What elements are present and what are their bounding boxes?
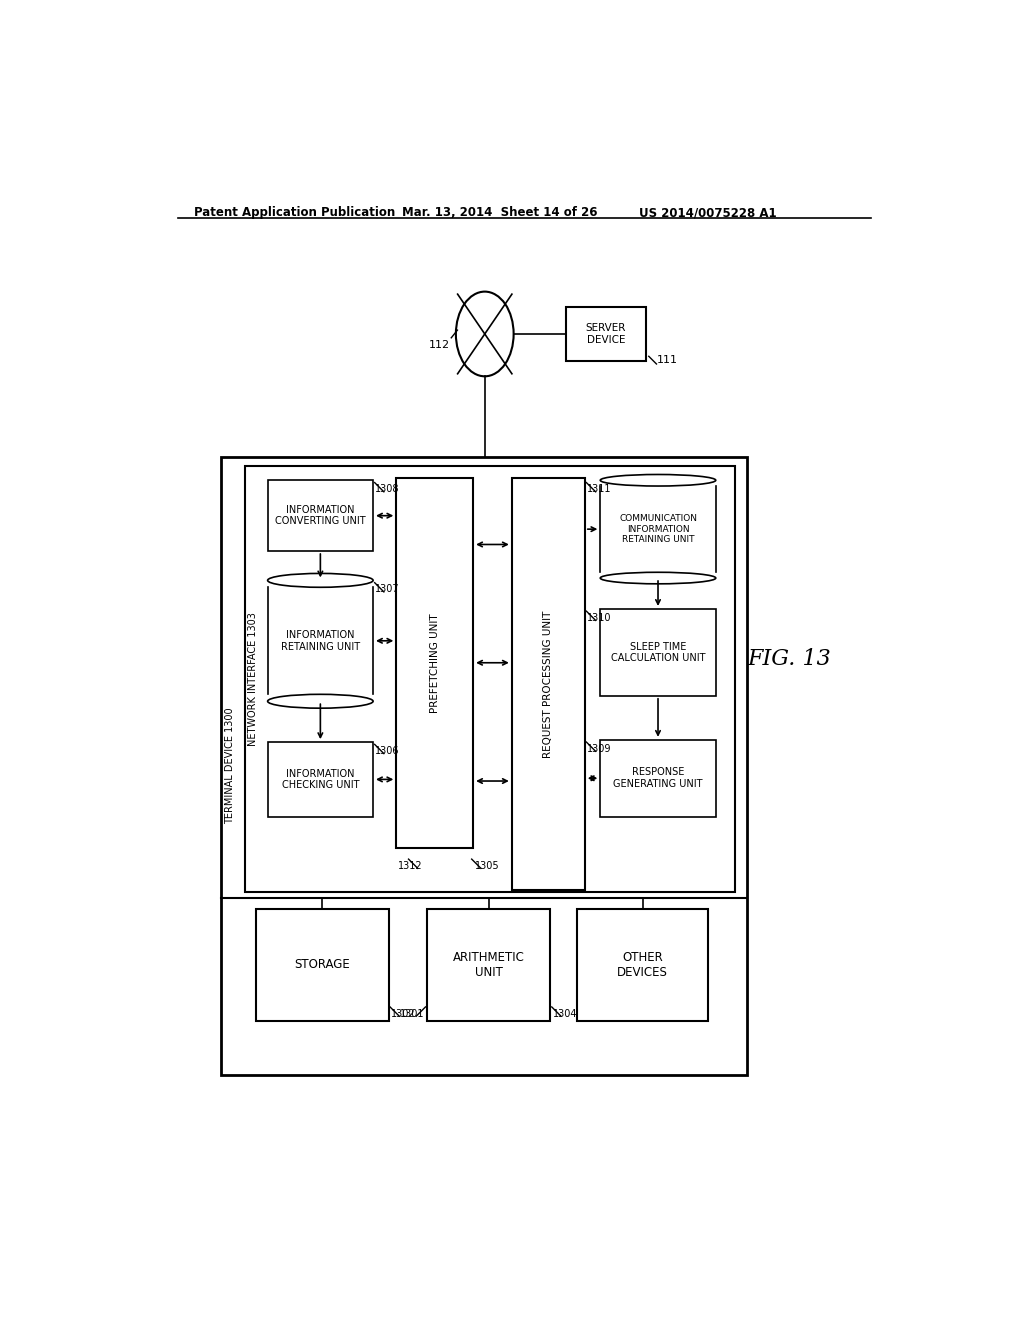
Bar — [396, 478, 473, 847]
Bar — [245, 466, 735, 892]
Text: OTHER
DEVICES: OTHER DEVICES — [617, 950, 668, 979]
Text: REQUEST PROCESSING UNIT: REQUEST PROCESSING UNIT — [544, 610, 553, 758]
Text: TERMINAL DEVICE 1300: TERMINAL DEVICE 1300 — [225, 708, 234, 824]
Text: 1306: 1306 — [376, 746, 400, 756]
Bar — [267, 480, 373, 552]
Ellipse shape — [267, 694, 373, 708]
Text: INFORMATION
CONVERTING UNIT: INFORMATION CONVERTING UNIT — [275, 504, 366, 527]
Text: RESPONSE
GENERATING UNIT: RESPONSE GENERATING UNIT — [613, 767, 702, 789]
Text: PREFETCHING UNIT: PREFETCHING UNIT — [430, 612, 439, 713]
Text: Mar. 13, 2014  Sheet 14 of 26: Mar. 13, 2014 Sheet 14 of 26 — [401, 206, 597, 219]
Text: INFORMATION
CHECKING UNIT: INFORMATION CHECKING UNIT — [282, 768, 359, 791]
Text: INFORMATION
RETAINING UNIT: INFORMATION RETAINING UNIT — [281, 630, 359, 652]
Text: 1308: 1308 — [376, 484, 400, 494]
Ellipse shape — [600, 474, 716, 486]
Text: 1302: 1302 — [391, 1010, 416, 1019]
Text: 1309: 1309 — [587, 743, 611, 754]
Bar — [512, 478, 585, 890]
Text: 111: 111 — [657, 355, 678, 364]
Bar — [427, 909, 550, 1020]
Bar — [600, 739, 716, 817]
Bar — [578, 909, 708, 1020]
Text: ARITHMETIC
UNIT: ARITHMETIC UNIT — [453, 950, 524, 979]
Bar — [600, 609, 716, 696]
Text: 1304: 1304 — [553, 1010, 577, 1019]
Text: FIG. 13: FIG. 13 — [748, 648, 830, 671]
Bar — [256, 909, 388, 1020]
Text: 1311: 1311 — [587, 484, 611, 494]
Text: NETWORK INTERFACE 1303: NETWORK INTERFACE 1303 — [248, 612, 258, 746]
Text: 1305: 1305 — [475, 862, 500, 871]
Ellipse shape — [267, 573, 373, 587]
Text: 1312: 1312 — [397, 862, 422, 871]
Text: 112: 112 — [429, 341, 450, 350]
Text: 1310: 1310 — [587, 612, 611, 623]
Text: 1301: 1301 — [400, 1010, 425, 1019]
Text: SERVER
DEVICE: SERVER DEVICE — [586, 323, 627, 345]
Text: SLEEP TIME
CALCULATION UNIT: SLEEP TIME CALCULATION UNIT — [610, 642, 706, 663]
Text: US 2014/0075228 A1: US 2014/0075228 A1 — [639, 206, 776, 219]
Text: COMMUNICATION
INFORMATION
RETAINING UNIT: COMMUNICATION INFORMATION RETAINING UNIT — [620, 515, 697, 544]
Text: Patent Application Publication: Patent Application Publication — [194, 206, 395, 219]
Ellipse shape — [600, 573, 716, 583]
Bar — [565, 308, 646, 360]
Bar — [267, 742, 373, 817]
Text: 1307: 1307 — [376, 585, 400, 594]
Text: STORAGE: STORAGE — [295, 958, 350, 972]
Bar — [221, 457, 746, 1074]
